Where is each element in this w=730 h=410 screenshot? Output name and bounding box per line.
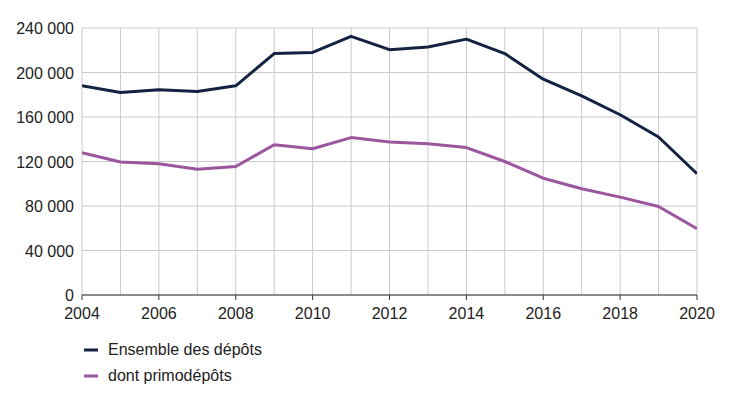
legend-label: dont primodépôts xyxy=(108,367,232,384)
x-tick xyxy=(389,295,390,300)
x-tick xyxy=(697,295,698,300)
chart-container: 0 40 000 80 000 120 000 160 000 200 000 240 00… xyxy=(0,0,730,410)
y-tick-label: 160 000 xyxy=(16,109,74,126)
y-tick-label: 80 000 xyxy=(25,198,74,215)
y-tick-label: 40 000 xyxy=(25,243,74,260)
x-tick-label: 2010 xyxy=(295,305,331,322)
x-tick xyxy=(466,295,467,300)
y-grid-line xyxy=(82,206,697,207)
y-tick-label: 240 000 xyxy=(16,20,74,37)
y-tick-label: 120 000 xyxy=(16,154,74,171)
legend-label: Ensemble des dépôts xyxy=(108,341,262,358)
y-grid-line xyxy=(82,117,697,118)
x-tick xyxy=(620,295,621,300)
legend-swatch xyxy=(84,375,98,378)
series-line xyxy=(82,138,697,229)
chart-svg: 0 40 000 80 000 120 000 160 000 200 000 240 00… xyxy=(0,0,730,410)
x-tick xyxy=(312,295,313,300)
series-line xyxy=(82,36,697,173)
x-tick-label: 2012 xyxy=(372,305,408,322)
y-tick-label: 200 000 xyxy=(16,65,74,82)
y-grid-line xyxy=(82,72,697,73)
x-tick xyxy=(235,295,236,300)
x-tick-label: 2004 xyxy=(64,305,100,322)
x-tick-label: 2008 xyxy=(218,305,254,322)
y-grid-line xyxy=(82,28,697,29)
x-tick-label: 2020 xyxy=(679,305,715,322)
plot-area xyxy=(82,36,697,228)
y-tick-label: 0 xyxy=(65,287,74,304)
x-tick-label: 2006 xyxy=(141,305,177,322)
y-grid-line xyxy=(82,250,697,251)
x-tick xyxy=(82,295,83,300)
legend-swatch xyxy=(84,349,98,352)
y-grid-line xyxy=(82,161,697,162)
legend: Ensemble des dépôts dont primodépôts xyxy=(84,341,262,384)
x-tick xyxy=(158,295,159,300)
x-tick xyxy=(543,295,544,300)
x-tick-label: 2018 xyxy=(602,305,638,322)
grid xyxy=(82,28,697,295)
x-tick-label: 2014 xyxy=(449,305,485,322)
x-tick-label: 2016 xyxy=(525,305,561,322)
